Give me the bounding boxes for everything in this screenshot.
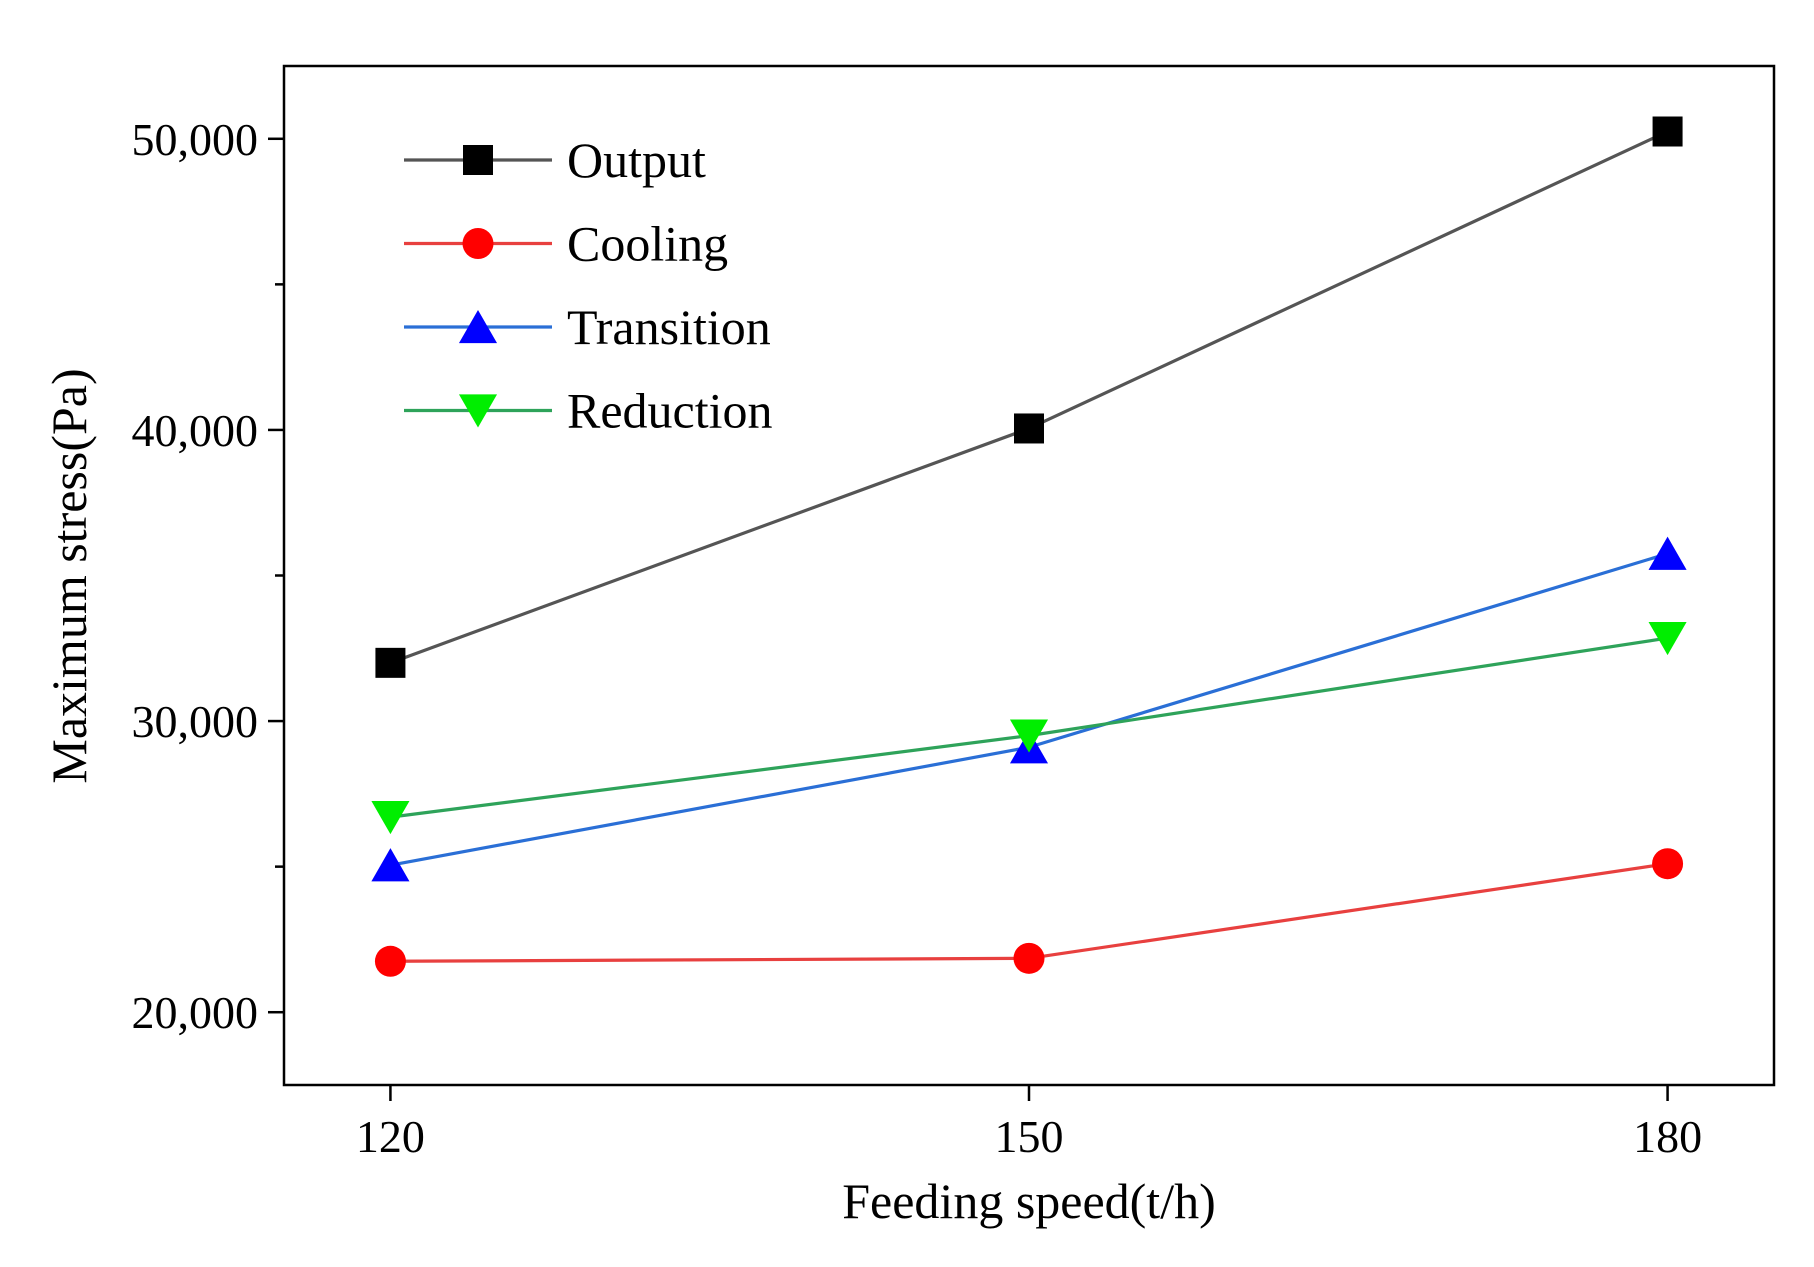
legend-marker-transition xyxy=(458,310,498,344)
data-point-output xyxy=(375,647,406,678)
legend-marker-cooling xyxy=(462,228,494,259)
legend-marker-output xyxy=(463,145,493,175)
data-point-output xyxy=(1652,116,1683,147)
y-tick-label: 40,000 xyxy=(132,405,259,456)
legend-label-transition: Transition xyxy=(567,299,771,355)
legend-label-output: Output xyxy=(567,132,706,188)
plot-frame xyxy=(282,64,1776,1087)
legend-marker-reduction xyxy=(458,394,498,428)
y-axis-title: Maximum stress(Pa) xyxy=(41,368,97,783)
data-point-cooling xyxy=(374,945,406,977)
y-tick-label: 20,000 xyxy=(132,987,259,1038)
data-point-transition xyxy=(371,848,410,882)
x-axis: 120 150 180 xyxy=(356,1085,1702,1162)
series-line-transition xyxy=(390,552,1669,867)
legend-label-cooling: Cooling xyxy=(567,216,728,272)
series-markers xyxy=(371,116,1687,977)
data-point-transition xyxy=(1648,536,1687,570)
data-point-cooling xyxy=(1652,848,1684,880)
x-tick-label: 150 xyxy=(995,1111,1064,1162)
data-point-cooling xyxy=(1013,942,1045,974)
data-point-reduction xyxy=(371,800,410,835)
legend: Output Cooling Transition Reduction xyxy=(404,132,773,439)
y-axis: 20,000 30,000 40,000 50,000 xyxy=(132,114,284,1038)
data-point-output xyxy=(1014,413,1044,444)
x-tick-label: 180 xyxy=(1633,1111,1702,1162)
x-tick-label: 120 xyxy=(356,1111,425,1162)
legend-label-reduction: Reduction xyxy=(567,383,773,439)
data-point-reduction xyxy=(1648,621,1687,656)
data-point-reduction xyxy=(1009,719,1049,753)
y-tick-label: 50,000 xyxy=(132,114,259,165)
x-axis-title: Feeding speed(t/h) xyxy=(842,1173,1216,1229)
y-tick-label: 30,000 xyxy=(132,696,259,747)
